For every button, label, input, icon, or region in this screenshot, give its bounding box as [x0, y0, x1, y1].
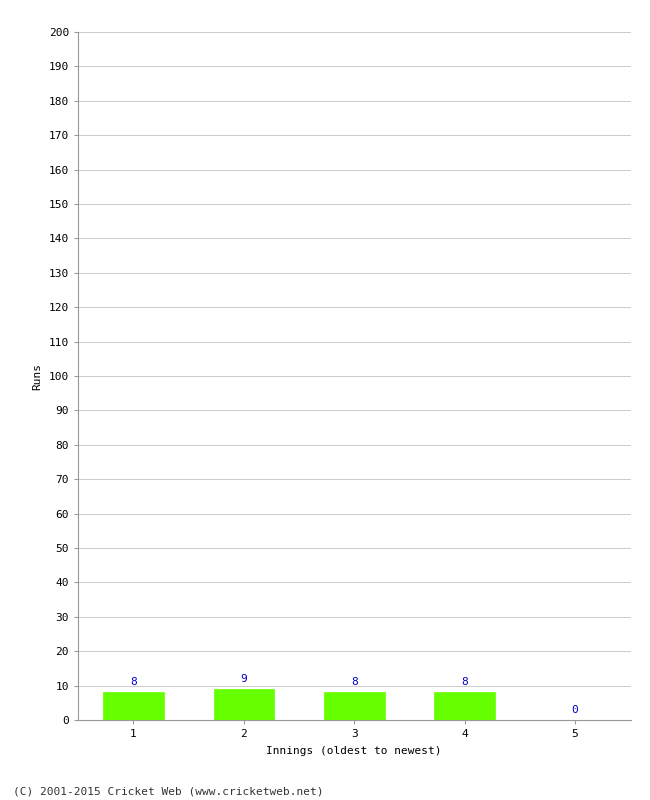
Text: 9: 9: [240, 674, 247, 684]
Text: 8: 8: [351, 678, 358, 687]
Bar: [434, 693, 495, 720]
X-axis label: Innings (oldest to newest): Innings (oldest to newest): [266, 746, 442, 756]
Text: 8: 8: [462, 678, 468, 687]
Text: (C) 2001-2015 Cricket Web (www.cricketweb.net): (C) 2001-2015 Cricket Web (www.cricketwe…: [13, 786, 324, 796]
Y-axis label: Runs: Runs: [32, 362, 42, 390]
Bar: [213, 689, 274, 720]
Text: 8: 8: [130, 678, 137, 687]
Text: 0: 0: [571, 705, 578, 715]
Bar: [103, 693, 164, 720]
Bar: [324, 693, 385, 720]
